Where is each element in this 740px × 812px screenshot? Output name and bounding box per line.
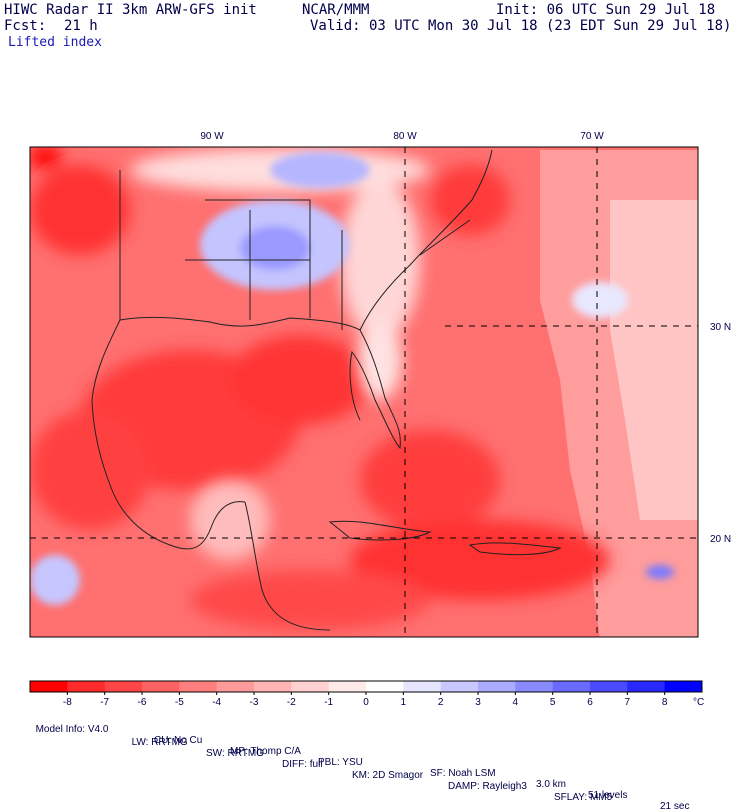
colorbar-tick-label: -5 — [175, 697, 184, 708]
coastline-hispaniola — [468, 542, 562, 556]
colorbar-swatch — [30, 681, 68, 692]
colorbar-swatch — [216, 681, 255, 692]
field-core-bahamas — [360, 430, 500, 530]
lon-label-90w: 90 W — [200, 131, 224, 142]
coastline-central-america — [244, 501, 331, 631]
field-core-carolina — [430, 165, 510, 235]
field-light-appalachia — [340, 180, 420, 340]
colorbar-unit: °C — [693, 697, 704, 708]
footer-model-info: Model Info: V4.0 — [35, 724, 109, 735]
colorbar-swatch — [366, 681, 404, 692]
footer-resolution: 3.0 km — [536, 779, 567, 790]
colorbar-swatch — [552, 681, 591, 692]
coastline-atlantic — [359, 149, 493, 331]
colorbar-swatch — [179, 681, 218, 692]
footer-sflay: SFLAY: MM5 — [554, 792, 613, 803]
colorbar-tick-label: 0 — [363, 697, 369, 708]
field-stable-core — [240, 226, 310, 270]
footer-lw: LW: RRTMG — [131, 737, 188, 748]
colorbar-swatch — [590, 681, 628, 692]
lat-label-20n: 20 N — [710, 534, 731, 545]
colorbar-tick-label: 4 — [513, 697, 519, 708]
colorbar-tick-label: 3 — [475, 697, 481, 708]
colorbar-swatch — [403, 681, 442, 692]
colorbar-tick-label: 2 — [438, 697, 444, 708]
colorbar-swatch — [142, 681, 180, 692]
footer-km: KM: 2D Smagor — [352, 770, 424, 781]
colorbar-tick-label: -2 — [287, 697, 296, 708]
lat-label-30n: 30 N — [710, 322, 731, 333]
field-stable-north — [270, 152, 370, 188]
colorbar-tick-label: -3 — [250, 697, 259, 708]
coastline-mexico — [91, 319, 246, 550]
model-info: Model Info: V4.0 CU: No Cu MP: Thomp C/A… — [30, 713, 690, 812]
field-light-florida — [358, 320, 402, 400]
forecast-label: Fcst: — [4, 18, 47, 34]
coastlines — [91, 149, 562, 631]
colorbar-swatch — [627, 681, 666, 692]
colorbar-swatch — [478, 681, 516, 692]
graticule — [30, 147, 698, 637]
footer-damp: DAMP: Rayleigh3 — [448, 781, 527, 792]
init-time: Init: 06 UTC Sun 29 Jul 18 — [496, 2, 716, 18]
forecast-hour: 21 h — [64, 18, 98, 34]
colorbar-tick-label: 7 — [625, 697, 631, 708]
colorbar-tick-label: 1 — [401, 697, 407, 708]
colorbar-swatch — [104, 681, 143, 692]
colorbar-tick-label: -6 — [138, 697, 147, 708]
colorbar-tick-label: -4 — [212, 697, 221, 708]
colorbar-tick-label: 8 — [662, 697, 668, 708]
colorbar-swatch — [291, 681, 330, 692]
colorbar-swatch — [515, 681, 554, 692]
colorbar-swatch — [67, 681, 106, 692]
lon-label-70w: 70 W — [580, 131, 604, 142]
footer-sf: SF: Noah LSM — [430, 768, 496, 779]
coastline-gulf — [119, 316, 401, 450]
org-label: NCAR/MMM — [302, 2, 370, 18]
field-core-corner — [30, 147, 60, 167]
footer-timestep: 21 sec — [660, 801, 690, 812]
model-title: HIWC Radar II 3km ARW-GFS init — [4, 2, 257, 18]
model-physics: LW: RRTMG SW: RRTMG DIFF: full KM: 2D Sm… — [126, 726, 613, 803]
colorbar-swatch — [664, 681, 703, 692]
field-core-gulf-central — [230, 335, 370, 425]
field-core-south — [190, 570, 430, 630]
map-field — [30, 147, 698, 637]
field-core-mexico — [30, 410, 150, 530]
colorbar-swatch — [440, 681, 479, 692]
colorbar-swatch — [328, 681, 367, 692]
field-core-nw — [30, 165, 130, 255]
field-core-caribbean — [350, 520, 610, 600]
lon-label-80w: 80 W — [393, 131, 417, 142]
colorbar-tick-label: 5 — [550, 697, 556, 708]
lifted-index-map: 90 W 80 W 70 W 30 N 20 N -8 -7 -6 -5 -4 -3 -2-… — [29, 131, 731, 708]
coastline-cuba — [328, 520, 432, 541]
field-light-yucatan — [190, 480, 270, 560]
colorbar-tick-label: -8 — [63, 697, 72, 708]
map-frame — [29, 146, 699, 638]
state-borders — [119, 170, 471, 330]
colorbar-tick-label: 6 — [587, 697, 593, 708]
valid-time: Valid: 03 UTC Mon 30 Jul 18 (23 EDT Sun … — [310, 18, 732, 34]
colorbar-tick-label: -1 — [324, 697, 333, 708]
colorbar-swatch — [254, 681, 292, 692]
field-name: Lifted index — [8, 35, 102, 50]
field-stable-pacific — [30, 555, 80, 605]
footer-sw: SW: RRTMG — [206, 748, 264, 759]
field-stable-swirl — [572, 282, 628, 318]
colorbar-tick-label: -7 — [100, 697, 109, 708]
colorbar: -8 -7 -6 -5 -4 -3 -2 -1 0 1 2 3 4 5 6 7 8 — [29, 680, 703, 708]
footer-diff: DIFF: full — [282, 759, 323, 770]
footer-pbl: PBL: YSU — [318, 757, 363, 768]
field-stable-atlantic — [646, 565, 674, 579]
field-atlantic-far — [610, 200, 698, 520]
